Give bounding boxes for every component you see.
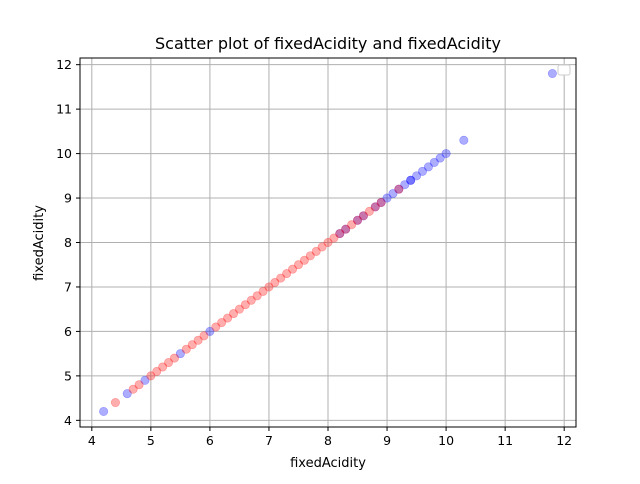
data-point <box>335 229 345 239</box>
data-points <box>99 69 557 416</box>
y-tick-label: 10 <box>56 146 72 161</box>
y-tick-label: 5 <box>64 368 72 383</box>
data-point <box>128 384 138 394</box>
data-point <box>264 282 274 292</box>
data-point <box>199 331 209 341</box>
data-point <box>282 269 292 279</box>
data-point <box>229 309 239 319</box>
y-tick-label: 8 <box>64 235 72 250</box>
x-tick-label: 6 <box>206 433 214 448</box>
data-point <box>252 291 262 301</box>
data-point <box>400 180 410 190</box>
data-point <box>323 238 333 248</box>
y-tick-label: 4 <box>64 413 72 428</box>
x-tick-label: 11 <box>497 433 513 448</box>
data-point <box>547 69 557 79</box>
x-tick-label: 7 <box>265 433 273 448</box>
legend-box <box>557 64 571 76</box>
x-tick-label: 12 <box>556 433 572 448</box>
data-point <box>276 273 286 283</box>
data-point <box>376 197 386 207</box>
data-point <box>341 224 351 234</box>
x-tick-label: 9 <box>383 433 391 448</box>
data-point <box>169 353 179 363</box>
data-point <box>99 406 109 416</box>
y-axis-ticks: 4 5 6 7 8 9 10 11 12 <box>56 57 80 428</box>
data-point <box>335 229 345 239</box>
data-point <box>358 211 368 221</box>
data-point <box>288 264 298 274</box>
x-tick-label: 10 <box>438 433 454 448</box>
chart-title: Scatter plot of fixedAcidity and fixedAc… <box>155 34 501 53</box>
y-tick-label: 12 <box>56 57 72 72</box>
data-point <box>394 184 404 194</box>
data-point <box>376 197 386 207</box>
data-point <box>270 278 280 288</box>
x-tick-label: 8 <box>324 433 332 448</box>
y-tick-label: 6 <box>64 324 72 339</box>
data-point <box>187 340 197 350</box>
data-point <box>329 233 339 243</box>
data-point <box>406 175 416 185</box>
data-point <box>258 286 268 296</box>
data-point <box>305 251 315 261</box>
data-point <box>459 135 469 145</box>
data-point <box>217 318 227 328</box>
data-point <box>181 344 191 354</box>
data-point <box>175 349 185 359</box>
data-point <box>417 166 427 176</box>
data-point <box>364 206 374 216</box>
data-point <box>234 304 244 314</box>
data-point <box>406 175 416 185</box>
data-point <box>122 389 132 399</box>
data-point <box>382 193 392 203</box>
x-tick-label: 5 <box>147 433 155 448</box>
data-point <box>347 220 357 230</box>
data-point <box>435 153 445 163</box>
data-point <box>370 202 380 212</box>
data-point <box>299 255 309 265</box>
data-point <box>441 149 451 159</box>
data-point <box>394 184 404 194</box>
data-point <box>353 215 363 225</box>
y-tick-label: 11 <box>56 102 72 117</box>
data-point <box>293 260 303 270</box>
x-axis-label: fixedAcidity <box>290 456 366 471</box>
data-point <box>146 371 156 381</box>
data-point <box>311 246 321 256</box>
grid <box>80 58 576 427</box>
data-point <box>429 157 439 167</box>
x-tick-label: 4 <box>88 433 96 448</box>
data-point <box>211 322 221 332</box>
data-point <box>246 295 256 305</box>
data-point <box>205 326 215 336</box>
y-tick-label: 9 <box>64 191 72 206</box>
data-point <box>140 375 150 385</box>
data-point <box>110 398 120 408</box>
data-point <box>412 171 422 181</box>
data-point <box>388 189 398 199</box>
data-point <box>152 366 162 376</box>
data-point <box>423 162 433 172</box>
data-point <box>370 202 380 212</box>
data-point <box>341 224 351 234</box>
data-point <box>164 358 174 368</box>
data-point <box>353 215 363 225</box>
y-tick-label: 7 <box>64 279 72 294</box>
data-point <box>223 313 233 323</box>
data-point <box>240 300 250 310</box>
data-point <box>193 335 203 345</box>
x-axis-ticks: 4 5 6 7 8 9 10 11 12 <box>88 427 572 448</box>
data-point <box>317 242 327 252</box>
data-point <box>158 362 168 372</box>
y-axis-label: fixedAcidity <box>32 205 47 281</box>
data-point <box>358 211 368 221</box>
data-point <box>134 380 144 390</box>
